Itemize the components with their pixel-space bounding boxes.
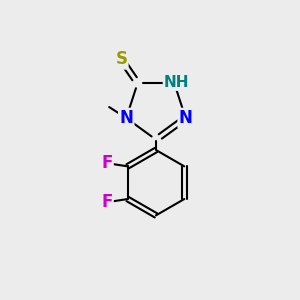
Text: F: F bbox=[101, 154, 112, 172]
Text: F: F bbox=[101, 193, 112, 211]
Text: N: N bbox=[179, 109, 193, 127]
Text: NH: NH bbox=[164, 75, 189, 90]
Text: N: N bbox=[119, 109, 133, 127]
Text: S: S bbox=[115, 50, 127, 68]
